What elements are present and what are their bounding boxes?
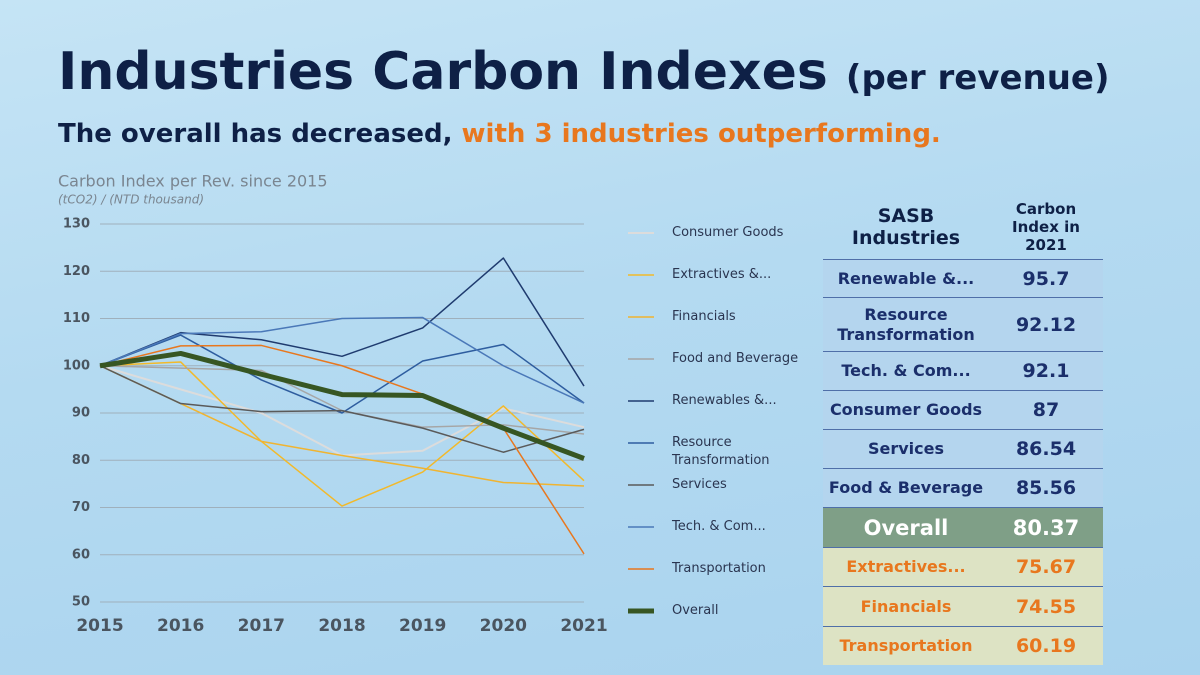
chart-title: Carbon Index per Rev. since 2015 <box>58 172 328 191</box>
table-row: Resource Transformation 92.12 <box>823 297 1103 352</box>
title-text: Industries Carbon Indexes <box>58 42 828 102</box>
x-tick-label: 2020 <box>480 616 527 636</box>
legend-label: Resource Transformation <box>672 435 770 468</box>
subtitle-part: The overall has decreased, <box>58 119 453 149</box>
legend-label: Food and Beverage <box>672 351 799 366</box>
table-row: Renewable &... 95.7 <box>823 259 1103 298</box>
legend-label: Consumer Goods <box>672 225 784 240</box>
series-line <box>99 361 585 507</box>
index-value: 60.19 <box>989 626 1103 665</box>
legend-label: Financials <box>672 309 736 324</box>
industry-name: Food & Beverage <box>823 468 989 508</box>
industry-name: Renewable &... <box>823 259 989 298</box>
industry-name: Overall <box>823 507 989 548</box>
table-row: Services 86.54 <box>823 429 1103 469</box>
x-tick-label: 2019 <box>399 616 446 636</box>
table-row: Transportation 60.19 <box>823 626 1103 665</box>
subtitle-highlight: with 3 industries outperforming. <box>461 119 941 149</box>
subtitle: The overall has decreased, with 3 indust… <box>58 119 941 149</box>
legend-label: Tech. & Com... <box>672 519 766 534</box>
y-tick-label: 100 <box>63 358 90 373</box>
series-line <box>99 365 585 453</box>
legend-label: Transportation <box>672 561 766 576</box>
legend-label: Overall <box>672 603 719 618</box>
series-line <box>99 316 585 404</box>
index-table: SASB Industries Carbon Index in 2021 Renew… <box>823 195 1103 665</box>
table-row: Consumer Goods 87 <box>823 390 1103 430</box>
industry-name: Resource Transformation <box>823 297 989 352</box>
chart-units: (tCO2) / (NTD thousand) <box>58 193 204 207</box>
y-tick-label: 80 <box>72 453 90 468</box>
index-value: 92.1 <box>989 351 1103 391</box>
y-tick-label: 110 <box>63 311 90 326</box>
index-value: 87 <box>989 390 1103 430</box>
y-tick-label: 70 <box>72 500 90 515</box>
y-tick-label: 130 <box>63 217 90 232</box>
index-value: 95.7 <box>989 259 1103 298</box>
series-line <box>99 257 585 387</box>
x-tick-label: 2015 <box>76 616 123 636</box>
industry-name: Financials <box>823 586 989 627</box>
series-line <box>99 334 585 414</box>
legend-label: Extractives &... <box>672 267 772 282</box>
slide-title: Industries Carbon Indexes (per revenue) <box>58 42 1110 102</box>
y-tick-label: 90 <box>72 406 90 421</box>
series-line <box>99 350 585 461</box>
title-suffix: (per revenue) <box>845 58 1110 98</box>
industry-name: Tech. & Com... <box>823 351 989 391</box>
legend-label: Renewables &... <box>672 393 777 408</box>
legend-label: Services <box>672 477 727 492</box>
header-cell: SASB Industries <box>851 205 961 249</box>
x-tick-label: 2016 <box>157 616 204 636</box>
industry-name: Extractives... <box>823 547 989 587</box>
x-tick-label: 2017 <box>238 616 285 636</box>
table-row: Extractives... 75.67 <box>823 547 1103 587</box>
x-tick-label: 2018 <box>318 616 365 636</box>
y-tick-label: 50 <box>72 595 90 610</box>
table-row: Tech. & Com... 92.1 <box>823 351 1103 391</box>
index-value: 86.54 <box>989 429 1103 469</box>
y-tick-label: 120 <box>63 264 90 279</box>
table-row: Overall 80.37 <box>823 507 1103 548</box>
industry-name: Consumer Goods <box>823 390 989 430</box>
index-value: 92.12 <box>989 297 1103 352</box>
index-value: 75.67 <box>989 547 1103 587</box>
x-tick-label: 2021 <box>560 616 607 636</box>
table-row: Food & Beverage 85.56 <box>823 468 1103 508</box>
table-header: SASB Industries Carbon Index in 2021 <box>823 195 1103 260</box>
industry-name: Services <box>823 429 989 469</box>
table-row: Financials 74.55 <box>823 586 1103 627</box>
header-cell: Carbon Index in 2021 <box>1012 200 1080 254</box>
index-value: 85.56 <box>989 468 1103 508</box>
index-value: 74.55 <box>989 586 1103 627</box>
industry-name: Transportation <box>823 626 989 665</box>
index-value: 80.37 <box>989 507 1103 548</box>
y-tick-label: 60 <box>72 547 90 562</box>
